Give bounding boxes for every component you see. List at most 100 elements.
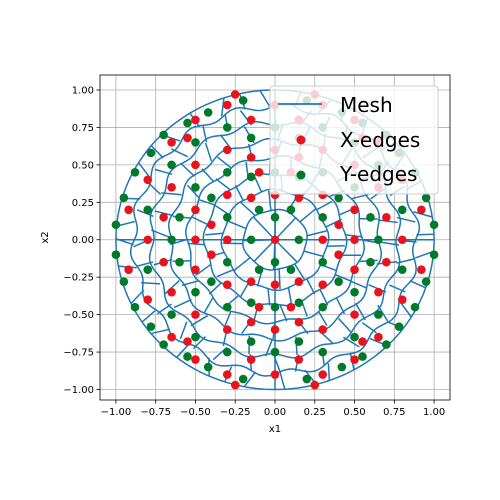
mesh-spoke	[316, 200, 333, 211]
x-edges-point	[350, 310, 359, 319]
mesh-spoke	[354, 302, 366, 321]
x-edges-point	[191, 310, 200, 319]
mesh-spoke	[151, 229, 171, 239]
y-edges-point	[175, 257, 184, 267]
x-edges-point	[159, 212, 168, 222]
mesh-spoke	[317, 310, 328, 327]
mesh-spoke	[223, 310, 232, 327]
mesh-spoke	[203, 297, 214, 314]
mesh-spoke	[130, 289, 145, 304]
y-edges-point	[207, 193, 216, 203]
x-edges-point	[246, 355, 256, 364]
y-edges-point	[143, 205, 153, 215]
mesh-spoke	[217, 156, 232, 169]
mesh-spoke	[350, 193, 369, 200]
mesh-spoke	[215, 178, 231, 191]
y-edges-point	[421, 277, 431, 286]
legend-x-edges-label: X-edges	[340, 128, 420, 152]
mesh-spoke	[136, 261, 154, 268]
mesh-spoke	[399, 301, 412, 318]
mesh-spoke	[287, 287, 293, 304]
mesh-spoke	[253, 239, 276, 263]
x-edges-point	[417, 205, 426, 215]
legend-y-edges-swatch	[296, 170, 306, 180]
mesh-spoke	[416, 233, 435, 236]
y-edges-point	[358, 352, 367, 361]
y-edges-point	[270, 212, 280, 222]
mesh-spoke	[361, 322, 377, 334]
y-edges-point	[246, 298, 256, 307]
legend-x-edges-swatch	[296, 135, 306, 145]
mesh-spoke	[208, 281, 223, 295]
x-edges-point	[294, 193, 304, 203]
mesh-spoke	[350, 280, 367, 289]
y-edges-point	[302, 374, 312, 384]
y-edges-point	[167, 310, 176, 319]
mesh-spoke	[268, 190, 272, 211]
x-edges-point	[191, 265, 200, 275]
x-edges-point	[207, 250, 216, 260]
y-edges-point	[238, 96, 248, 105]
y-edges-point	[374, 310, 383, 319]
mesh-spoke	[150, 145, 164, 159]
y-edges-point	[130, 168, 140, 177]
y-edges-point	[337, 362, 347, 372]
x-tick-label: 1.00	[423, 407, 445, 418]
y-edges-point	[222, 212, 232, 222]
x-axis-label: x1	[269, 424, 281, 435]
y-edges-point	[286, 205, 296, 215]
mesh-spoke	[279, 372, 286, 390]
mesh-spoke	[239, 282, 250, 298]
y-edges-point	[183, 118, 192, 128]
x-edges-point	[167, 183, 176, 192]
y-tick-label: 0.00	[72, 235, 94, 246]
y-edges-point	[294, 298, 304, 307]
x-edges-point	[230, 380, 240, 390]
mesh-spoke	[192, 335, 207, 350]
mesh-spoke	[201, 168, 214, 182]
mesh-spoke	[334, 273, 352, 282]
x-edges-point	[246, 153, 256, 162]
x-edges-point	[294, 317, 304, 327]
x-edges-point	[294, 277, 304, 286]
x-tick-label: −0.25	[220, 407, 251, 418]
x-edges-point	[350, 265, 359, 275]
mesh-spoke	[409, 279, 426, 289]
y-edges-point	[119, 277, 129, 286]
y-edges-point	[334, 277, 343, 286]
x-tick-label: −0.50	[180, 407, 211, 418]
legend-mesh-label: Mesh	[340, 93, 393, 117]
y-edges-point	[246, 337, 256, 346]
y-edges-point	[366, 212, 375, 222]
x-tick-label: 0.50	[343, 407, 365, 418]
mesh-spoke	[195, 264, 211, 276]
mesh-spoke	[198, 198, 216, 206]
x-edges-point	[183, 337, 192, 346]
mesh-spoke	[335, 297, 346, 315]
y-edges-point	[318, 302, 328, 312]
axis-ticks: −1.00 −0.75 −0.50 −0.25 0.00 0.25 0.50 0.75 1.00…	[63, 85, 445, 418]
mesh-spoke	[396, 216, 416, 223]
y-edges-point	[382, 340, 391, 349]
mesh-spoke	[279, 305, 288, 322]
x-edges-point	[318, 235, 328, 245]
x-edges-point	[167, 332, 176, 342]
mesh-spoke	[274, 239, 298, 263]
mesh-spoke	[327, 244, 345, 248]
x-tick-label: 0.00	[264, 407, 286, 418]
mesh-spoke	[396, 257, 416, 264]
x-edges-point	[143, 235, 153, 245]
x-edges-point	[167, 287, 176, 297]
mesh-spoke	[186, 184, 200, 199]
x-edges-point	[143, 295, 153, 304]
x-edges-point	[167, 138, 176, 147]
y-edges-point	[270, 257, 280, 267]
x-edges-point	[417, 265, 426, 275]
mesh-spoke	[150, 328, 171, 335]
x-edges-point	[183, 133, 192, 143]
y-edges-point	[350, 287, 359, 297]
y-edges-point	[130, 302, 140, 312]
x-edges-point	[294, 355, 304, 364]
y-edges-point	[246, 172, 256, 182]
